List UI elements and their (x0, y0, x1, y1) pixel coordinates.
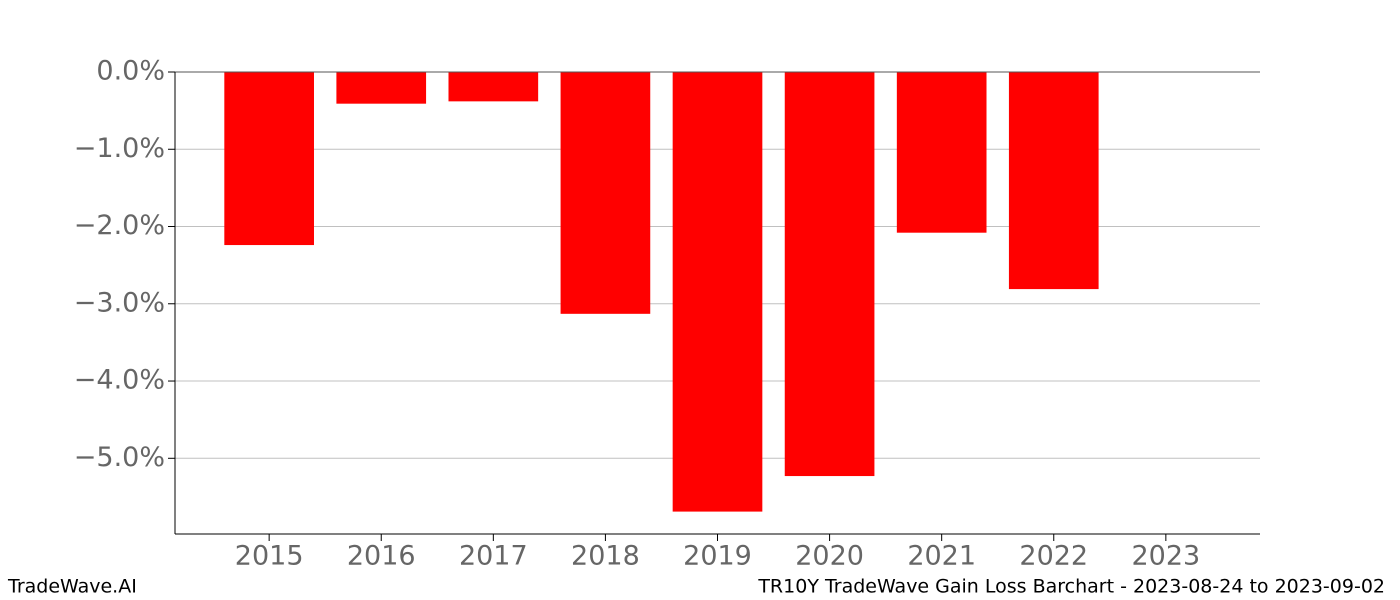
bar (896, 72, 987, 233)
bar (336, 72, 427, 104)
x-tick-label: 2019 (683, 541, 752, 572)
y-tick-label: −5.0% (74, 442, 165, 473)
x-tick-label: 2017 (459, 541, 528, 572)
y-tick-label: −1.0% (74, 133, 165, 164)
x-tick-label: 2020 (795, 541, 864, 572)
x-tick-label: 2016 (347, 541, 416, 572)
bar (672, 72, 763, 512)
x-tick-label: 2021 (907, 541, 976, 572)
y-tick-label: −2.0% (74, 210, 165, 241)
bar (448, 72, 539, 102)
y-tick-label: −3.0% (74, 287, 165, 318)
footer-left: TradeWave.AI (7, 576, 137, 598)
x-tick-label: 2023 (1131, 541, 1200, 572)
bar (1008, 72, 1099, 290)
bar (560, 72, 651, 314)
bar (224, 72, 314, 246)
y-tick-label: 0.0% (96, 56, 165, 87)
bar (784, 72, 875, 477)
x-tick-label: 2015 (235, 541, 304, 572)
x-tick-label: 2022 (1019, 541, 1088, 572)
x-tick-label: 2018 (571, 541, 640, 572)
y-tick-label: −4.0% (74, 365, 165, 396)
footer-right: TR10Y TradeWave Gain Loss Barchart - 202… (757, 576, 1385, 598)
